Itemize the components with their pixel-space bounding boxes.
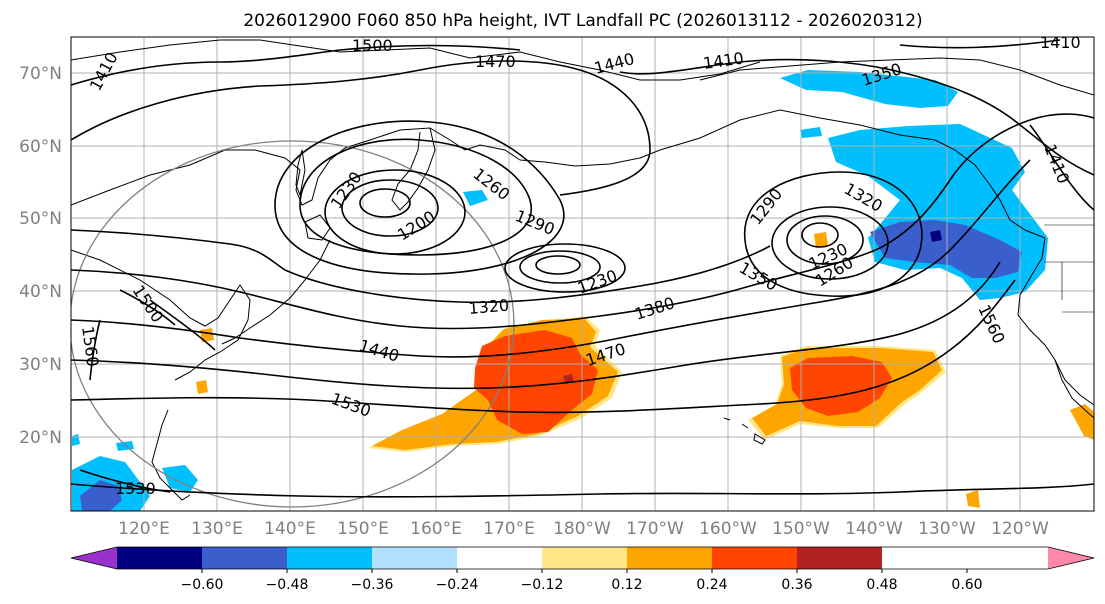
lon-label: 180°W [553,519,611,539]
contour-label: 1410 [1040,33,1081,52]
coast-siberia-north [71,39,761,81]
coast-japan-hokkaido [304,214,331,241]
coast-kamchatka [391,127,436,211]
colorbar-tick-label: −0.48 [266,577,309,593]
coast-alaska [659,109,1046,239]
colorbar-outline [70,546,1095,570]
coast-taiwan-philippines [151,409,191,501]
ivt-plume-east-red [790,356,892,416]
lat-label: 20°N [19,428,62,448]
lon-label: 160°E [410,519,462,539]
colorbar: −0.60 −0.48 −0.36 −0.24 −0.12 0.12 0.24 … [70,546,1095,593]
colorbar-segment [202,547,287,569]
ivt-neg-alaska [780,70,958,108]
coast-west-na [1017,237,1094,419]
colorbar-ticks [201,569,968,573]
lon-label: 160°W [699,519,757,539]
colorbar-tick-label: −0.60 [181,577,224,593]
colorbar-segment [287,547,372,569]
lon-label: 170°W [626,519,684,539]
colorbar-segment [627,547,712,569]
map-area: 1500 1470 1440 1410 1410 1350 1410 1410 … [71,33,1094,511]
ivt-plume-central-red [474,330,598,434]
lon-label: 130°E [191,519,243,539]
graticule [71,37,1094,511]
lat-label: 60°N [19,137,62,157]
lon-label: 120°W [991,519,1049,539]
ivt-pos-patch-6 [196,380,208,394]
islands-hawaii [723,417,766,445]
state-borders [1044,224,1094,313]
contour-label: 1320 [468,296,510,318]
colorbar-blocks [71,547,1094,569]
coast-aleutians [519,149,661,167]
lon-label: 120°E [118,519,170,539]
colorbar-segment [797,547,882,569]
latitude-labels: 20°N 30°N 40°N 50°N 60°N 70°N [19,64,62,448]
ivt-neg-gulf-dark [870,220,1022,278]
lat-label: 30°N [19,355,62,375]
coast-mexico [1054,359,1094,406]
colorbar-tick-label: 0.36 [781,577,812,593]
lat-label: 70°N [19,64,62,84]
contour-label: 1470 [475,52,516,71]
coast-asia-northeast [71,127,521,206]
colorbar-segment [372,547,457,569]
colorbar-segment [712,547,797,569]
ivt-neg-small-1 [800,127,822,138]
longitude-labels: 120°E 130°E 140°E 150°E 160°E 170°E 180°… [118,519,1049,539]
ivt-neg-patch-3 [463,190,488,206]
coast-sakhalin [295,149,306,197]
lon-label: 130°W [918,519,976,539]
lon-label: 170°E [483,519,535,539]
lat-label: 40°N [19,282,62,302]
contour-label: 1500 [352,36,393,55]
contour-label: 1530 [115,479,156,498]
colorbar-segment [117,547,202,569]
colorbar-tick-label: 0.24 [696,577,727,593]
colorbar-tick-label: 0.48 [866,577,897,593]
colorbar-tick-labels: −0.60 −0.48 −0.36 −0.24 −0.12 0.12 0.24 … [181,577,983,593]
figure-title: 2026012900 F060 850 hPa height, IVT Land… [243,11,922,31]
coast-korea-china [71,249,251,381]
coastlines [71,39,1094,501]
map-frame [70,36,1095,512]
ivt-neg-core [930,230,942,242]
lon-label: 140°W [845,519,903,539]
lon-label: 140°E [264,519,316,539]
ivt-pos-patch-8 [966,490,980,508]
colorbar-tick-label: 0.12 [611,577,642,593]
ivt-pos-patch-5 [200,328,214,342]
coast-japan [221,239,331,345]
colorbar-extend-right [1048,547,1094,569]
colorbar-segment [542,547,627,569]
ivt-pos-patch-7 [814,232,828,248]
lon-label: 150°E [337,519,389,539]
colorbar-tick-label: −0.24 [436,577,479,593]
colorbar-segment [457,547,542,569]
colorbar-extend-left [71,547,117,569]
lon-label: 150°W [772,519,830,539]
colorbar-tick-label: −0.12 [521,577,564,593]
colorbar-tick-label: 0.60 [951,577,982,593]
height-contours [71,39,1094,498]
lat-label: 50°N [19,209,62,229]
coast-alaska-north [699,57,1094,96]
landfall-domain-circle [71,140,515,508]
colorbar-tick-label: −0.36 [351,577,394,593]
ivt-neg-patch-luzon [162,465,198,492]
